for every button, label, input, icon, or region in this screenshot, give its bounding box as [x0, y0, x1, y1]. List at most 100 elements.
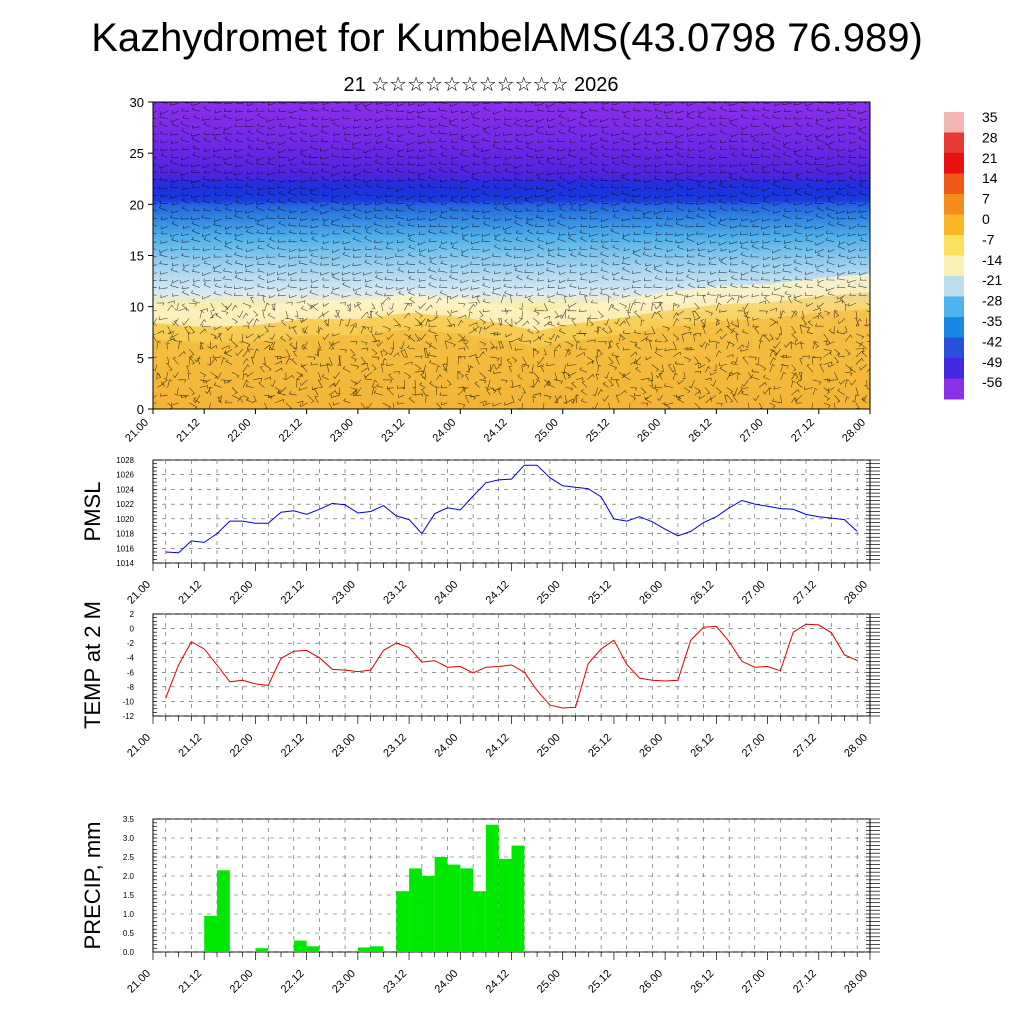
x-tick-label: 28.00 [842, 732, 870, 760]
x-tick-label: 22.12 [279, 968, 307, 996]
x-tick-label: 27.12 [791, 732, 819, 760]
x-tick-label: 26.12 [689, 968, 717, 996]
y-tick-label: 1024 [116, 485, 134, 494]
colorbar-label: -56 [982, 374, 1002, 390]
x-tick-label: 25.12 [586, 732, 614, 760]
y-tick-label: 1026 [116, 471, 134, 480]
y-tick-label: 15 [130, 249, 144, 264]
y-tick-label: 0 [130, 625, 135, 634]
grid-lines [153, 459, 870, 564]
x-tick-label: 23.00 [330, 579, 358, 607]
grid-lines [153, 613, 870, 717]
x-tick-label: 21.00 [123, 417, 151, 445]
x-tick-label: 23.12 [379, 417, 407, 445]
x-tick-label: 25.00 [533, 417, 561, 445]
x-tick-label: 22.00 [228, 968, 256, 996]
x-tick-label: 24.12 [484, 732, 512, 760]
x-tick-label: 27.00 [740, 732, 768, 760]
colorbar-label: 35 [982, 109, 998, 125]
x-tick-label: 22.12 [277, 417, 305, 445]
x-tick-label: 21.00 [125, 968, 153, 996]
x-tick-label: 23.00 [328, 417, 356, 445]
colorbar-label: -28 [982, 293, 1002, 309]
x-tick-label: 23.12 [381, 968, 409, 996]
y-tick-label: -12 [122, 712, 134, 721]
precip-bar [217, 870, 230, 952]
precip-bar [306, 946, 320, 952]
x-tick-label: 21.12 [174, 417, 202, 445]
y-tick-label: 10 [130, 300, 144, 315]
x-tick-label: 24.00 [432, 579, 460, 607]
x-tick-label: 22.00 [228, 579, 256, 607]
colorbar-label: -42 [982, 333, 1002, 349]
y-tick-label: 25 [130, 146, 144, 161]
colorbar-label: 28 [982, 129, 998, 145]
y-tick-label: 1014 [116, 559, 134, 568]
x-tick-label: 27.00 [738, 417, 766, 445]
x-tick-label: 26.00 [635, 417, 663, 445]
y-tick-label: -4 [127, 654, 135, 663]
x-tick-label: 25.00 [535, 579, 563, 607]
x-tick-label: 22.00 [228, 732, 256, 760]
x-tick-label: 21.12 [176, 732, 204, 760]
x-tick-label: 25.12 [586, 968, 614, 996]
x-tick-label: 24.00 [432, 968, 460, 996]
y-tick-label: 2.0 [123, 872, 135, 881]
y-tick-label: 3.5 [123, 815, 135, 824]
y-tick-label: 0.0 [123, 948, 135, 957]
precip-bar [370, 946, 384, 952]
y-tick-label: 2 [130, 610, 135, 619]
x-tick-label: 28.00 [842, 579, 870, 607]
colorbar-label: -49 [982, 354, 1002, 370]
x-tick-label: 21.00 [125, 732, 153, 760]
y-tick-label: 2.5 [123, 853, 135, 862]
colorbar-swatch [944, 378, 964, 400]
precip-bar [357, 947, 371, 952]
x-tick-label: 24.00 [430, 417, 458, 445]
precip-bar [434, 857, 448, 952]
colorbar-label: 21 [982, 150, 998, 166]
x-tick-label: 26.12 [689, 579, 717, 607]
panel-frame [152, 459, 871, 564]
y-tick-label: 5 [137, 351, 144, 366]
y-tick-label: 0.5 [123, 929, 135, 938]
colorbar-label: 14 [982, 170, 998, 186]
series-line [165, 464, 858, 554]
x-tick-label: 22.12 [279, 732, 307, 760]
x-tick-label: 23.12 [381, 579, 409, 607]
x-tick-label: 25.12 [586, 579, 614, 607]
x-tick-label: 24.00 [432, 732, 460, 760]
colorbar-label: -7 [982, 231, 995, 247]
x-tick-label: 27.12 [791, 968, 819, 996]
precip-bar [511, 845, 525, 952]
y-tick-label: 1028 [116, 456, 134, 465]
x-tick-label: 25.00 [535, 732, 563, 760]
y-axis-label: PMSL [80, 482, 105, 542]
colorbar-label: -21 [982, 272, 1002, 288]
precip-bar [421, 876, 435, 952]
jet-band [153, 179, 870, 203]
cross-section-field [153, 102, 870, 409]
colorbar-swatch [944, 153, 964, 174]
colorbar-label: 7 [982, 191, 990, 207]
x-tick-label: 23.12 [381, 732, 409, 760]
precip-bar [524, 950, 538, 952]
y-tick-label: -8 [127, 683, 135, 692]
chart-subtitle: 21 ☆☆☆☆☆☆☆☆☆☆☆ 2026 [343, 74, 619, 96]
x-tick-label: 26.00 [637, 968, 665, 996]
x-tick-label: 21.12 [176, 579, 204, 607]
x-tick-label: 26.12 [689, 732, 717, 760]
colorbar-label: -14 [982, 252, 1002, 268]
y-tick-label: 0 [137, 402, 144, 417]
colorbar-swatch [944, 276, 964, 297]
x-tick-label: 22.12 [279, 579, 307, 607]
precip-bar [473, 891, 486, 952]
colorbar-swatch [944, 214, 964, 236]
y-tick-label: 1022 [116, 500, 134, 509]
colorbar-swatch [944, 235, 964, 256]
colorbar-swatch [944, 296, 964, 318]
x-tick-label: 24.12 [484, 579, 512, 607]
x-tick-label: 23.00 [330, 968, 358, 996]
x-tick-label: 27.00 [740, 968, 768, 996]
colorbar-swatch [944, 317, 964, 338]
